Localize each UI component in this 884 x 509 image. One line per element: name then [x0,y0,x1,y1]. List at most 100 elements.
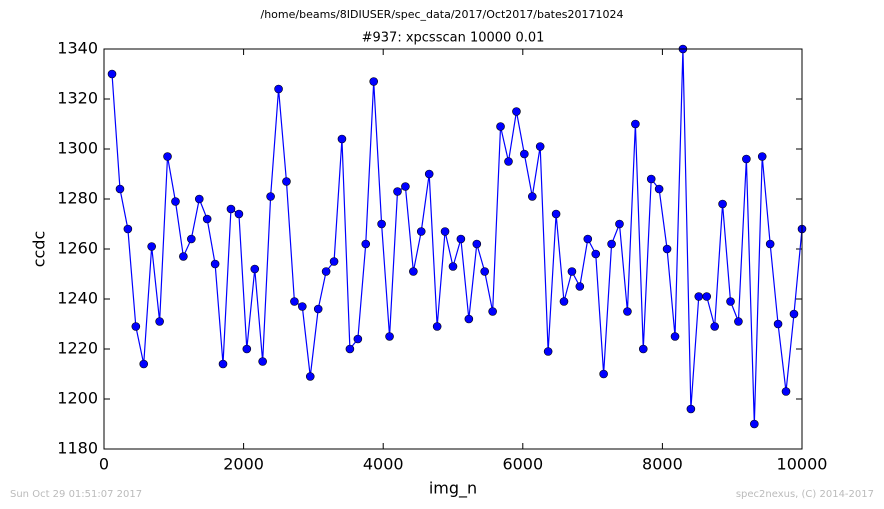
data-point [535,142,545,151]
data-point [742,154,751,164]
data-point [171,197,180,206]
data-point [734,317,743,326]
y-tick-label: 1300 [57,139,98,158]
data-point [147,242,156,251]
data-line [111,48,803,425]
data-point [440,227,450,236]
data-point [750,419,759,429]
data-point [512,107,521,116]
y-tick-label: 1280 [57,189,98,208]
data-point [638,344,648,354]
data-point [290,297,299,306]
data-point [115,184,125,194]
data-point [226,204,236,214]
x-tick-label: 6000 [502,455,543,474]
data-point [131,322,141,331]
data-point [393,187,402,196]
footer-left: Sun Oct 29 01:51:07 2017 [10,489,142,500]
data-point [631,119,640,129]
y-tick-label: 1220 [57,339,98,358]
data-point [377,219,386,229]
data-point [123,224,133,234]
data-point [345,344,355,354]
data-point [670,332,680,341]
data-point [274,84,283,94]
data-point [187,234,196,244]
y-tick-label: 1240 [57,289,98,308]
data-point [163,152,172,161]
data-point [369,77,379,86]
data-point [686,404,696,414]
x-axis-label: img_n [429,479,477,499]
suptitle: /home/beams/8IDIUSER/spec_data/2017/Oct2… [261,8,624,21]
data-point [361,239,371,249]
data-point [710,322,719,331]
y-tick-label: 1340 [57,39,98,58]
data-point [646,174,656,184]
data-point [496,122,505,131]
data-point [464,314,474,324]
y-tick-label: 1260 [57,239,98,258]
y-tick-label: 1320 [57,89,98,108]
x-tick-label: 0 [99,455,109,474]
data-point [401,182,410,191]
data-point [757,152,767,161]
data-point [179,252,188,261]
data-point [773,319,783,329]
data-point [337,134,347,144]
data-point [504,157,513,166]
data-point [298,302,307,311]
data-point [313,304,323,314]
y-tick-label: 1180 [57,439,98,458]
data-point [155,317,164,326]
data-point [139,359,149,369]
data-point [210,259,220,269]
data-point [194,194,204,204]
data-point [662,244,672,254]
data-point [567,267,577,276]
data-point [591,249,601,259]
data-point [607,239,616,249]
plot-frame [103,48,803,450]
data-point [559,297,569,306]
data-point [575,282,585,291]
data-point [702,292,712,301]
x-tick-label: 2000 [223,455,264,474]
data-point [416,227,426,236]
data-point [726,297,735,306]
data-point [107,69,117,79]
data-point [789,309,799,319]
data-point [409,267,418,276]
data-point [385,332,394,341]
y-tick-label: 1200 [57,389,98,408]
y-axis-label: ccdc [30,231,49,268]
data-point [242,344,252,354]
footer-right: spec2nexus, (C) 2014-2017 [736,489,874,500]
data-point [623,307,632,316]
data-point [218,359,228,369]
data-point [527,192,537,201]
data-point [282,177,291,186]
chart-title: #937: xpcsscan 10000 0.01 [362,31,545,46]
data-point [234,209,244,219]
data-point [543,347,553,356]
data-point [694,292,704,301]
x-tick-label: 4000 [363,455,404,474]
data-point [654,184,664,194]
data-point [202,214,212,224]
data-point [448,262,458,271]
data-point [765,239,775,249]
data-point [781,387,791,396]
data-point [583,234,593,244]
data-point [615,219,624,229]
data-point [250,264,260,274]
data-point [599,369,608,379]
x-tick-label: 10000 [777,455,828,474]
data-point [353,334,363,344]
data-point [472,239,482,249]
data-point [480,267,489,276]
data-point [321,267,331,276]
data-point [488,307,497,316]
data-point [520,149,529,159]
